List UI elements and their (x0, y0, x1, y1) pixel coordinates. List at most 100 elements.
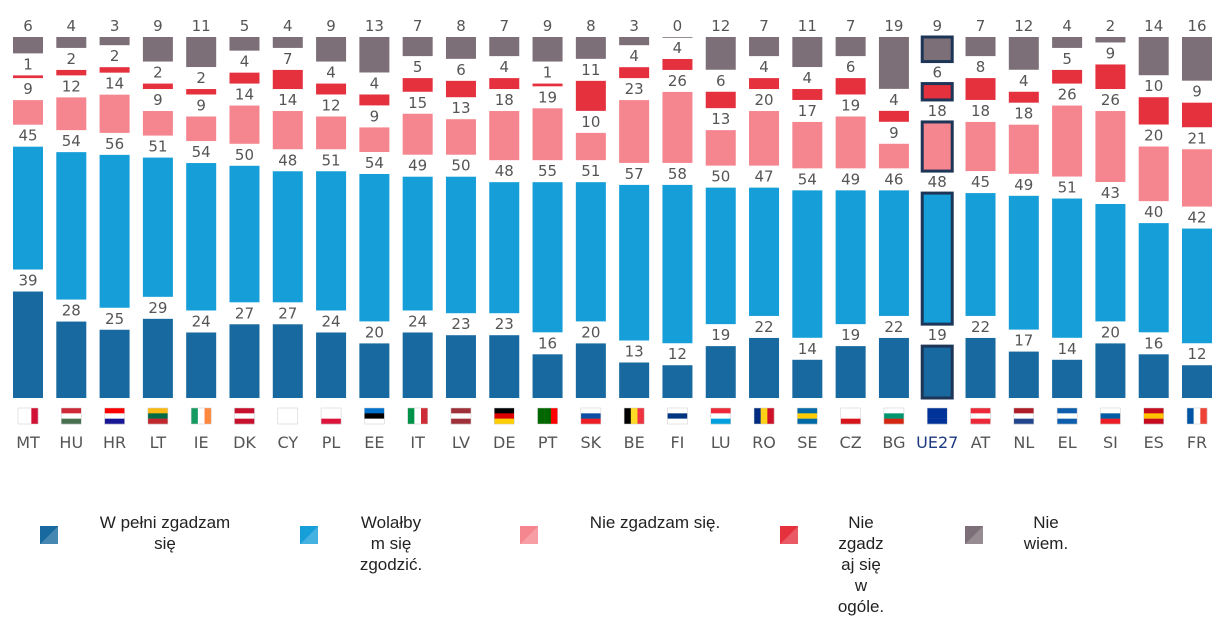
flag-stripe (234, 418, 255, 425)
bar-segment (402, 176, 433, 311)
flag (840, 407, 861, 425)
bar-segment (1095, 204, 1126, 322)
value-label: 11 (798, 17, 817, 35)
bar-segment (316, 37, 347, 62)
flag-border (17, 407, 39, 425)
value-label: 16 (538, 334, 557, 352)
flag-stripe (840, 408, 861, 414)
flag-stripe (970, 413, 991, 419)
bar-segment (229, 37, 260, 51)
bar-segment (835, 116, 866, 169)
bar-segment (229, 105, 260, 144)
x-tick-label: FI (670, 433, 684, 452)
bar-segment (13, 291, 43, 398)
flag (580, 407, 602, 425)
flag-stripe (1013, 418, 1034, 425)
bar-segment (489, 78, 520, 90)
legend-swatch (520, 526, 538, 544)
flag-stripe (31, 408, 39, 424)
flag-stripe (970, 418, 991, 425)
bar-segment (445, 37, 476, 59)
value-label: 5 (413, 58, 423, 76)
value-label: 48 (928, 173, 947, 191)
bar-segment (56, 97, 87, 131)
value-label: 12 (668, 345, 687, 363)
x-tick-label: SE (797, 433, 817, 452)
bar-segment (965, 121, 996, 172)
bar-segment (229, 165, 260, 303)
bar-segment (532, 354, 563, 398)
flag-stripe (797, 418, 818, 425)
bar-segment (920, 82, 954, 102)
flag-stripe (1057, 413, 1078, 419)
bar-segment (359, 37, 390, 73)
flag-stripe (191, 408, 199, 424)
flag (104, 407, 125, 425)
value-label: 19 (841, 96, 860, 114)
flag-border (970, 407, 991, 425)
value-label: 7 (413, 17, 423, 35)
flag (364, 407, 385, 425)
x-tick-label: UE27 (916, 433, 958, 452)
bar-segment (1052, 359, 1083, 398)
value-label: 24 (322, 312, 341, 330)
value-label: 4 (240, 53, 250, 71)
flag-stripe (537, 408, 545, 424)
value-label: 54 (365, 154, 384, 172)
value-label: 14 (1058, 340, 1077, 358)
bar-segment (878, 143, 909, 169)
bar-segment (619, 37, 650, 46)
flag-stripe (667, 413, 688, 419)
bar-segment (965, 37, 996, 57)
flag-border (61, 407, 82, 425)
flag (494, 407, 515, 425)
bar-segment (532, 83, 563, 87)
flag (17, 407, 39, 425)
flag-stripe (18, 408, 25, 424)
x-tick-label: EE (364, 433, 384, 452)
bar-segment (316, 83, 347, 95)
bar-segment (965, 78, 996, 100)
bar-segment (142, 111, 173, 136)
legend-item: Wolałbym się zgodzić. (300, 512, 422, 574)
value-label: 51 (1058, 179, 1077, 197)
bar-segment (186, 37, 217, 68)
bar-segment (662, 59, 693, 70)
flag-border (580, 407, 602, 425)
bar-segment (186, 332, 217, 398)
flag-stripe (364, 408, 385, 414)
value-label: 47 (754, 168, 773, 186)
legend-swatch (300, 526, 318, 544)
bar-segment (1182, 228, 1212, 344)
value-label: 4 (629, 47, 639, 65)
bar-segment (489, 111, 520, 161)
legend-swatch (40, 526, 58, 544)
bar-segment (1095, 64, 1126, 90)
flag-stripe (1193, 408, 1201, 424)
value-label: 51 (581, 162, 600, 180)
flag (970, 407, 991, 425)
value-label: 24 (192, 312, 211, 330)
value-label: 58 (668, 165, 687, 183)
bar-segment (402, 37, 433, 57)
flag-stripe (710, 408, 731, 414)
bar-segment (56, 69, 87, 76)
flag-stripe (450, 408, 471, 414)
value-label: 20 (365, 323, 384, 341)
value-label: 2 (153, 64, 163, 82)
flag-stripe (637, 408, 645, 424)
flag-stripe (277, 408, 285, 424)
value-label: 4 (1019, 72, 1029, 90)
bar-segment (1008, 124, 1039, 174)
bar-segment (99, 67, 130, 73)
flag-stripe (767, 408, 775, 424)
flag-stripe (147, 418, 168, 425)
flag-border (1056, 407, 1078, 425)
flag-stripe (580, 408, 601, 414)
flag-border (1100, 407, 1121, 425)
value-label: 20 (1101, 323, 1120, 341)
value-label: 16 (1144, 334, 1163, 352)
bar-segment (749, 111, 780, 166)
bar-segment (272, 324, 303, 398)
bar-segment (13, 75, 43, 79)
